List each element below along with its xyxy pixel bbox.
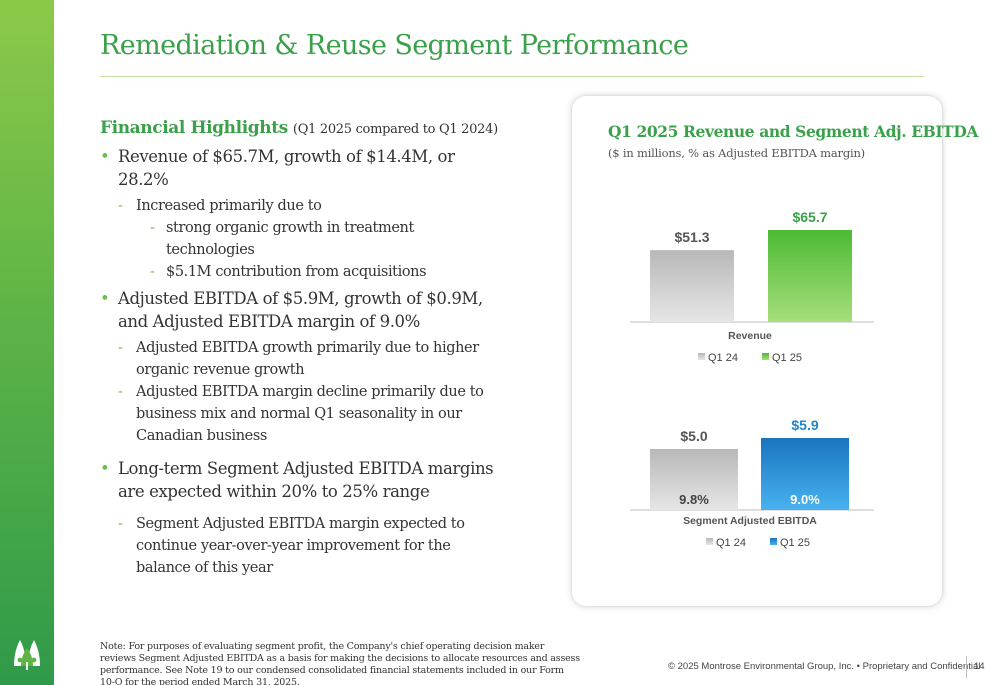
- sub-sub-bullet-acquisitions: - $5.1M contribution from acquisitions: [100, 261, 500, 283]
- longterm-line-1: Long-term Segment Adjusted EBITDA margin…: [118, 459, 494, 478]
- ebitda-margin-line-2: business mix and normal Q1 seasonality i…: [136, 406, 462, 422]
- bullet-dot-icon: •: [100, 459, 110, 478]
- data-label: $5.9: [791, 417, 818, 433]
- longterm-sub-line-2: continue year-over-year improvement for …: [136, 538, 451, 554]
- chart-canvas: $51.3 $65.7 Revenue Q1 24 Q1 25 $5.0 9.8% $5.9 9…: [630, 209, 874, 549]
- acquisitions-text: $5.1M contribution from acquisitions: [166, 264, 427, 280]
- montrose-logo-icon: [14, 640, 40, 670]
- data-label: $5.0: [680, 428, 707, 444]
- organic-line-2: technologies: [166, 242, 255, 258]
- sub-bullet-longterm: - Segment Adjusted EBITDA margin expecte…: [100, 513, 500, 579]
- chart-card-subtitle: ($ in millions, % as Adjusted EBITDA mar…: [608, 146, 865, 160]
- dash-icon: -: [118, 198, 123, 214]
- footnote: Note: For purposes of evaluating segment…: [100, 641, 580, 685]
- organic-line-1: strong organic growth in treatment: [166, 220, 414, 236]
- ebitda-margin-line-3: Canadian business: [136, 428, 267, 444]
- bar-revenue-q124: [650, 250, 734, 322]
- dash-icon: -: [118, 340, 123, 356]
- highlights-heading-text: Financial Highlights: [100, 118, 288, 138]
- chart-card-title: Q1 2025 Revenue and Segment Adj. EBITDA: [608, 122, 978, 141]
- x-axis-label: Revenue: [728, 330, 772, 342]
- margin-label: 9.8%: [679, 492, 709, 507]
- data-label: $51.3: [674, 229, 709, 245]
- legend-swatch: [762, 353, 769, 360]
- ebitda-growth-line-1: Adjusted EBITDA growth primarily due to …: [136, 340, 479, 356]
- footer-copyright: © 2025 Montrose Environmental Group, Inc…: [668, 661, 981, 672]
- legend-label: Q1 25: [772, 352, 802, 364]
- highlights-heading-note: (Q1 2025 compared to Q1 2024): [292, 122, 498, 137]
- bar-ebitda-q124: [650, 448, 738, 510]
- chart-card: $51.3 $65.7 Revenue Q1 24 Q1 25 $5.0 9.8% $5.9 9…: [572, 96, 978, 606]
- highlights-list: • Revenue of $65.7M, growth of $14.4M, o…: [100, 145, 500, 579]
- bullet-revenue: • Revenue of $65.7M, growth of $14.4M, o…: [100, 145, 500, 191]
- legend-swatch: [698, 353, 705, 360]
- title-divider: [100, 76, 924, 77]
- sub-bullet-revenue: - Increased primarily due to: [100, 195, 500, 217]
- sub-bullet-ebitda-margin: - Adjusted EBITDA margin decline primari…: [100, 381, 500, 447]
- bullet-ebitda: • Adjusted EBITDA of $5.9M, growth of $0…: [100, 287, 500, 333]
- dash-icon: -: [118, 384, 123, 400]
- page-number: 14: [974, 661, 985, 672]
- longterm-sub-line-1: Segment Adjusted EBITDA margin expected …: [136, 516, 465, 532]
- footer-divider: [966, 656, 967, 678]
- sub-sub-bullet-organic: - strong organic growth in treatment tec…: [100, 217, 500, 261]
- dash-icon: -: [150, 264, 155, 280]
- data-label: $65.7: [792, 209, 827, 225]
- sub-bullet-revenue-text: Increased primarily due to: [136, 198, 322, 214]
- margin-label: 9.0%: [790, 492, 820, 507]
- side-band: [0, 0, 54, 685]
- longterm-line-2: are expected within 20% to 25% range: [118, 482, 430, 501]
- bar-ebitda-q125: [761, 438, 849, 510]
- bar-revenue-q125: [768, 230, 852, 322]
- legend-swatch: [770, 538, 777, 545]
- bullet-revenue-text: Revenue of $65.7M, growth of $14.4M, or …: [118, 147, 455, 189]
- dash-icon: -: [118, 516, 123, 532]
- legend-label: Q1 25: [780, 537, 810, 549]
- legend-label: Q1 24: [716, 537, 746, 549]
- sub-bullet-ebitda-growth: - Adjusted EBITDA growth primarily due t…: [100, 337, 500, 381]
- ebitda-line-1: Adjusted EBITDA of $5.9M, growth of $0.9…: [118, 289, 483, 308]
- bullet-dot-icon: •: [100, 147, 110, 166]
- legend-swatch: [706, 538, 713, 545]
- longterm-sub-line-3: balance of this year: [136, 560, 273, 576]
- ebitda-growth-line-2: organic revenue growth: [136, 362, 305, 378]
- dash-icon: -: [150, 220, 155, 236]
- page-title: Remediation & Reuse Segment Performance: [100, 30, 689, 61]
- bullet-longterm: • Long-term Segment Adjusted EBITDA marg…: [100, 457, 500, 503]
- legend-label: Q1 24: [708, 352, 738, 364]
- ebitda-margin-line-1: Adjusted EBITDA margin decline primarily…: [136, 384, 484, 400]
- bullet-dot-icon: •: [100, 289, 110, 308]
- ebitda-line-2: and Adjusted EBITDA margin of 9.0%: [118, 312, 420, 331]
- highlights-heading: Financial Highlights (Q1 2025 compared t…: [100, 118, 498, 138]
- x-axis-label: Segment Adjusted EBITDA: [683, 515, 817, 527]
